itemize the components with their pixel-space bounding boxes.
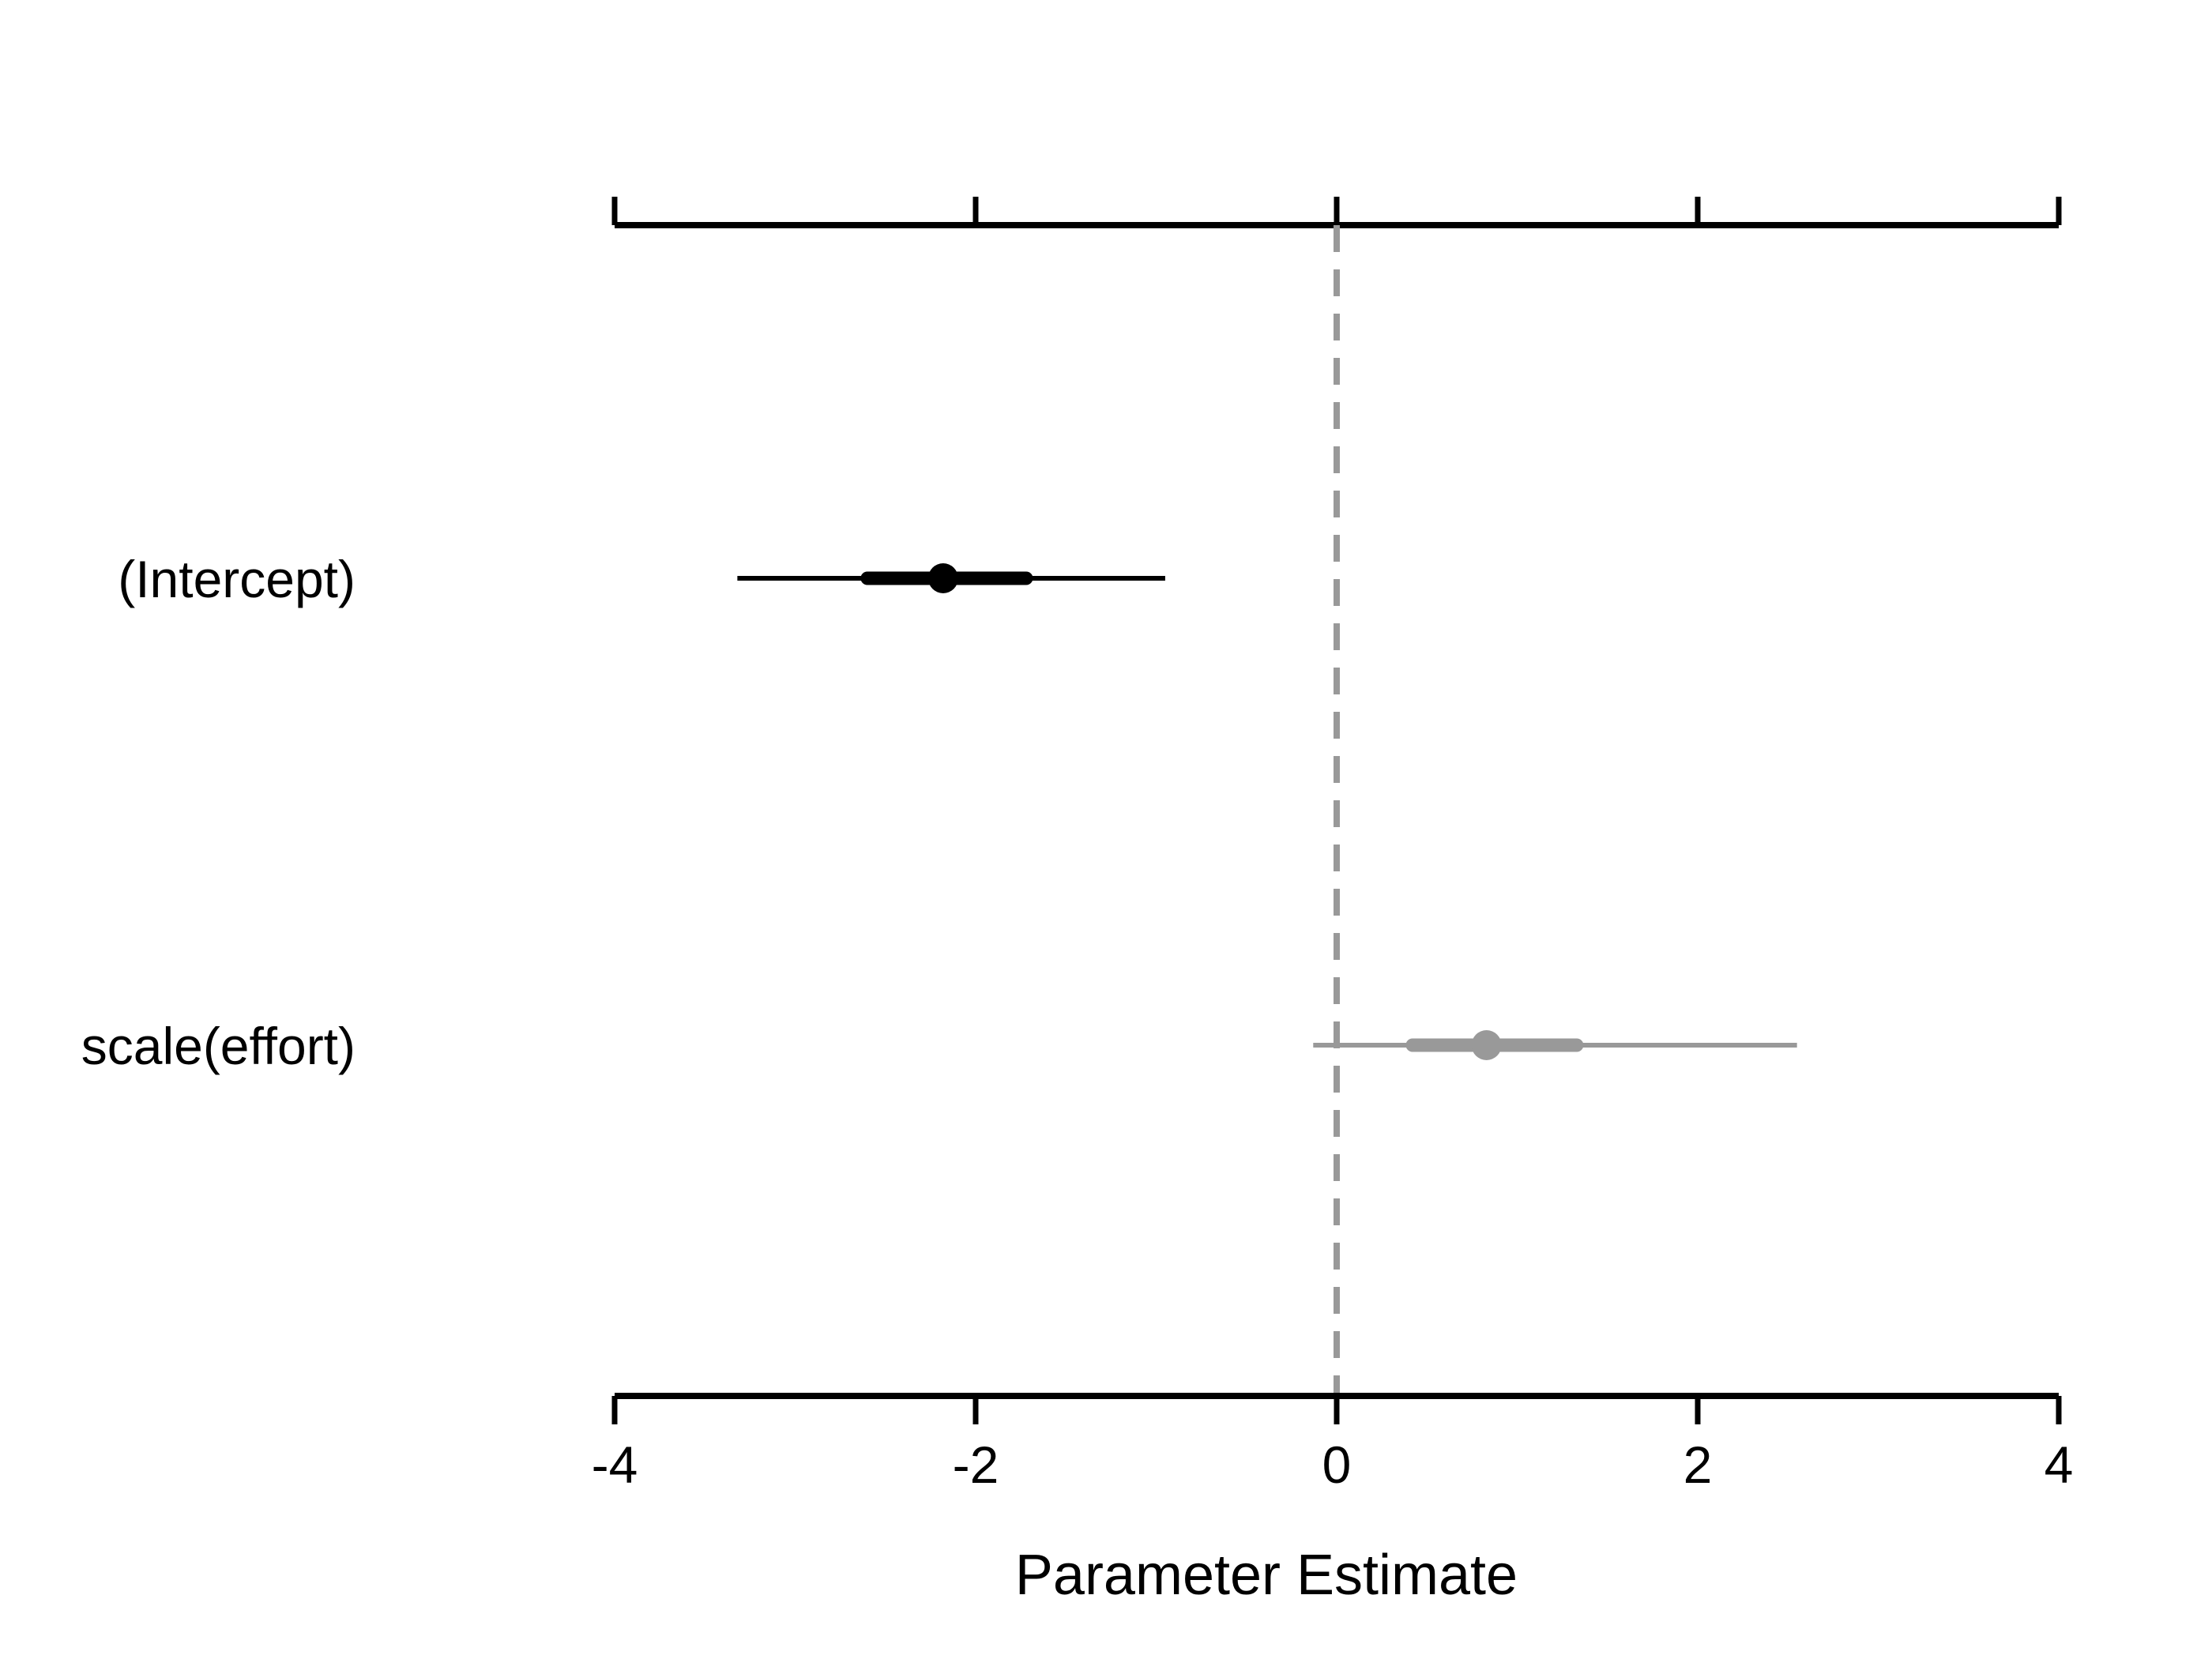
x-tick-label: -4	[592, 1435, 638, 1494]
category-label: scale(effort)	[81, 1017, 356, 1075]
x-tick-label: 2	[1683, 1435, 1713, 1494]
x-tick-label: 4	[2045, 1435, 2074, 1494]
x-axis-title: Parameter Estimate	[1015, 1544, 1518, 1607]
point-estimate	[1471, 1030, 1502, 1060]
point-estimate	[927, 563, 958, 593]
top-axis	[611, 197, 2062, 228]
x-tick-label: 0	[1322, 1435, 1352, 1494]
bottom-axis: -4 -2 0 2 4	[592, 1393, 2074, 1494]
x-tick-label: -2	[953, 1435, 999, 1494]
category-labels: (Intercept) scale(effort)	[81, 550, 356, 1075]
category-label: (Intercept)	[118, 550, 356, 608]
estimates-layer	[737, 563, 1797, 1060]
